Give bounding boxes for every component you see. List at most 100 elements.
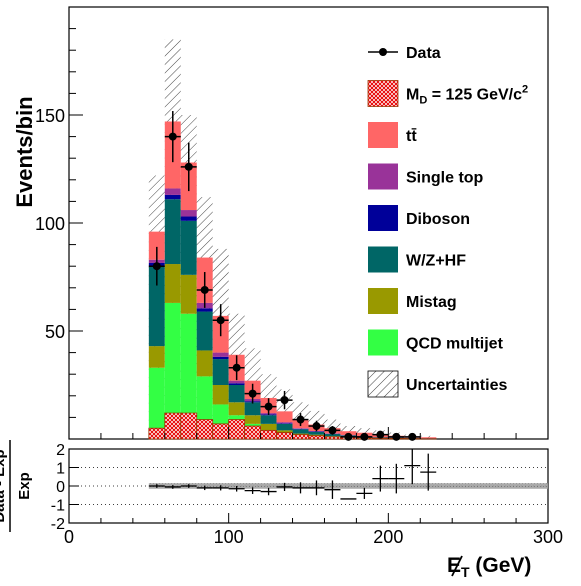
- data-point: [265, 403, 273, 411]
- data-point: [201, 286, 209, 294]
- data-point: [185, 163, 193, 171]
- signal-bar: [261, 430, 277, 439]
- data-point: [376, 431, 384, 439]
- signal-bar: [197, 420, 213, 439]
- stack-bar-segment: [245, 402, 261, 415]
- x-tick-label: 100: [214, 527, 244, 547]
- stack-bar-segment: [277, 424, 293, 430]
- stack-bar-segment: [229, 385, 245, 402]
- legend-label: MD = 125 GeV/c2: [406, 84, 528, 107]
- stack-bar-segment: [229, 381, 245, 384]
- x-tick-label: 300: [533, 527, 563, 547]
- stack-bar-segment: [229, 402, 245, 415]
- y-tick-label: 150: [35, 106, 65, 126]
- legend-swatch: [368, 247, 398, 273]
- legend-swatch: [368, 288, 398, 314]
- data-point: [392, 433, 400, 441]
- stack-bar-segment: [165, 188, 181, 194]
- legend-swatch: [368, 330, 398, 356]
- x-tick-label: 200: [373, 527, 403, 547]
- stack-bar-segment: [213, 385, 229, 404]
- ratio-y-tick-label: -1: [51, 498, 65, 515]
- ratio-y-tick-label: 2: [56, 442, 65, 459]
- stack-bar-segment: [309, 432, 325, 435]
- signal-bar: [293, 435, 309, 439]
- legend-label: QCD multijet: [406, 336, 504, 353]
- stack-bar-segment: [277, 422, 293, 423]
- stack-bar-segment: [165, 195, 181, 199]
- x-axis-label: ET (GeV): [447, 554, 531, 580]
- data-point: [153, 262, 161, 270]
- data-point: [408, 433, 416, 441]
- legend-label: Data: [406, 45, 441, 62]
- data-point: [297, 416, 305, 424]
- stack-bar-segment: [277, 423, 293, 424]
- stack-bar-segment: [165, 199, 181, 264]
- legend-label: Uncertainties: [406, 377, 507, 394]
- stack-bar-segment: [181, 217, 197, 221]
- signal-bar: [229, 420, 245, 439]
- y-tick-label: 100: [35, 214, 65, 234]
- stack-bar-segment: [213, 359, 229, 385]
- top-plot-frame: [69, 7, 548, 439]
- stack-bar-segment: [277, 411, 293, 422]
- stack-bar-segment: [165, 264, 181, 303]
- data-point: [249, 390, 257, 398]
- ratio-y-label-numerator: Data - Exp: [0, 449, 8, 522]
- signal-bar: [165, 413, 181, 439]
- data-point: [328, 426, 336, 434]
- legend-label: Diboson: [406, 211, 470, 228]
- y-tick-label: 50: [45, 322, 65, 342]
- stack-bar-segment: [420, 437, 436, 438]
- stack-bar-segment: [213, 357, 229, 359]
- data-point: [217, 316, 225, 324]
- signal-bar: [149, 428, 165, 439]
- ratio-y-tick-label: 0: [56, 479, 65, 496]
- legend-label: tt̄: [406, 127, 417, 145]
- stack-bar-segment: [245, 415, 261, 424]
- x-label-unit: (GeV): [470, 554, 532, 577]
- legend-signal-swatch: [368, 81, 398, 107]
- stack-bar-segment: [213, 353, 229, 357]
- signal-bar: [245, 426, 261, 439]
- signal-bar: [181, 413, 197, 439]
- stack-bar-segment: [261, 415, 277, 424]
- stack-bar-segment: [293, 429, 309, 433]
- stack-bar-segment: [229, 383, 245, 385]
- data-point: [281, 396, 289, 404]
- stack-bar-segment: [197, 350, 213, 376]
- signal-bar: [277, 433, 293, 439]
- data-point: [312, 422, 320, 430]
- legend-uncertainty-swatch: [368, 371, 398, 397]
- legend-label: Single top: [406, 170, 484, 187]
- stack-bar-segment: [181, 221, 197, 275]
- legend-label: W/Z+HF: [406, 253, 466, 270]
- legend-label: Mistag: [406, 294, 457, 311]
- top-y-axis-label: Events/bin: [12, 96, 37, 207]
- ratio-y-label-denominator: Exp: [16, 472, 33, 500]
- legend-swatch: [368, 205, 398, 231]
- legend: Data MD = 125 GeV/c2 tt̄ Single top Diboson W…: [368, 45, 528, 397]
- data-point: [233, 364, 241, 372]
- stack-bar-segment: [197, 308, 213, 311]
- signal-bar: [309, 436, 325, 439]
- stack-bar-segment: [149, 346, 165, 368]
- x-tick-label: 0: [64, 527, 74, 547]
- data-point: [169, 133, 177, 141]
- stack-bar-segment: [293, 428, 309, 429]
- ratio-y-tick-label: 1: [56, 461, 65, 478]
- signal-bar: [324, 437, 340, 439]
- stack-bar-segment: [261, 424, 277, 430]
- stack-bar-segment: [181, 210, 197, 216]
- svg-text:ET (GeV): ET (GeV): [447, 554, 531, 580]
- data-point: [344, 433, 352, 441]
- legend-data-marker: [379, 48, 387, 56]
- data-point: [360, 433, 368, 441]
- stack-bar-segment: [197, 312, 213, 351]
- legend-swatch: [368, 122, 398, 148]
- legend-swatch: [368, 164, 398, 190]
- ratio-y-tick-label: -2: [51, 516, 65, 533]
